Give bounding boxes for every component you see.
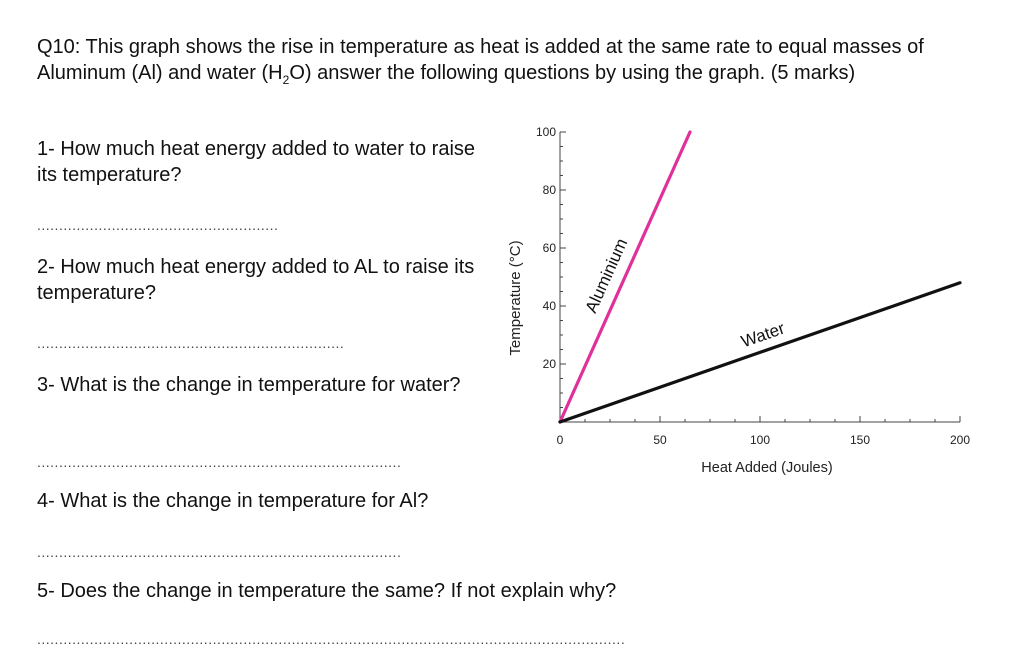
question-title: Q10: This graph shows the rise in temper… xyxy=(37,34,977,86)
question-4: 4- What is the change in temperature for… xyxy=(37,490,429,512)
y-tick-label: 40 xyxy=(543,299,557,313)
question-title-part-b: O) answer the following questions by usi… xyxy=(289,62,856,84)
answer-line-1: ........................................… xyxy=(37,218,279,232)
subscript-2: 2 xyxy=(282,73,290,87)
y-axis-label: Temperature (°C) xyxy=(507,240,524,355)
y-tick-label: 20 xyxy=(543,357,557,371)
question-title-part-a: Q10: This graph shows the rise in temper… xyxy=(37,36,924,84)
x-tick-label: 100 xyxy=(750,433,770,447)
question-2: 2- How much heat energy added to AL to r… xyxy=(37,256,475,304)
answer-line-4: ........................................… xyxy=(37,545,402,559)
series-line-water xyxy=(558,281,962,424)
question-5: 5- Does the change in temperature the sa… xyxy=(37,580,617,602)
x-tick-label: 200 xyxy=(950,433,970,447)
series-line-aluminium xyxy=(558,130,692,424)
question-3: 3- What is the change in temperature for… xyxy=(37,374,461,396)
x-tick-label: 150 xyxy=(850,433,870,447)
answer-line-5: ........................................… xyxy=(37,632,626,646)
y-tick-label: 80 xyxy=(543,183,557,197)
y-tick-label: 60 xyxy=(543,241,557,255)
answer-line-3: ........................................… xyxy=(37,455,402,469)
x-tick-label: 50 xyxy=(653,433,667,447)
answer-line-2: ........................................… xyxy=(37,336,345,350)
question-1: 1- How much heat energy added to water t… xyxy=(37,138,476,186)
x-tick-label: 0 xyxy=(557,433,564,447)
x-axis-label: Heat Added (Joules) xyxy=(701,460,832,476)
y-tick-label: 100 xyxy=(536,125,556,139)
